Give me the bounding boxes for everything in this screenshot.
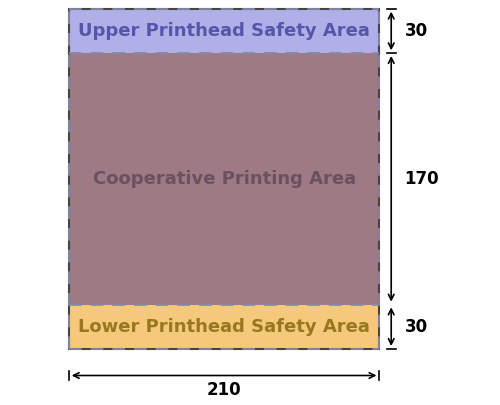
Bar (69, 53, 380, 305)
Text: Lower Printhead Safety Area: Lower Printhead Safety Area (78, 318, 370, 336)
Text: 210: 210 (207, 382, 242, 399)
Bar (69, 9, 380, 53)
Text: Upper Printhead Safety Area: Upper Printhead Safety Area (78, 22, 370, 40)
Text: Cooperative Printing Area: Cooperative Printing Area (92, 170, 356, 188)
Text: 30: 30 (404, 318, 427, 336)
Text: 170: 170 (404, 170, 439, 188)
Text: 30: 30 (404, 22, 427, 40)
Bar (69, 305, 380, 349)
Bar (69, 9, 380, 349)
